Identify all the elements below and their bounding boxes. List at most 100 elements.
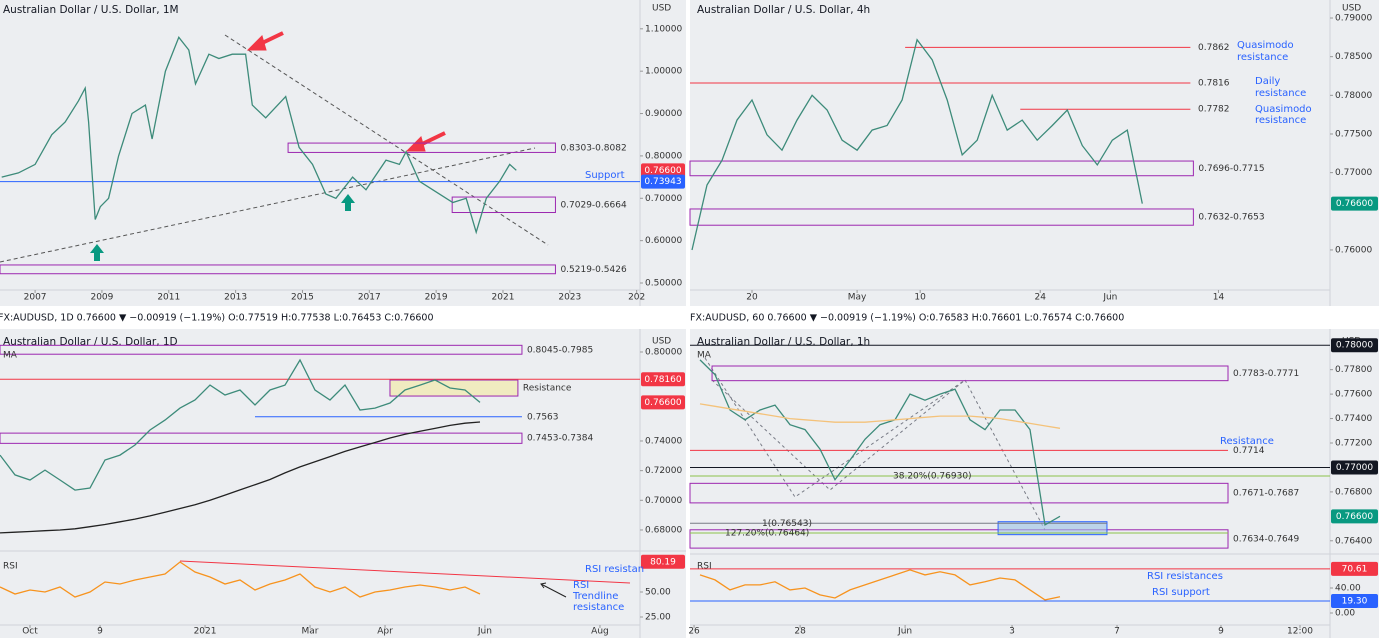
- axis-unit: USD: [1342, 4, 1361, 14]
- y-tick-label: 0.80000: [645, 151, 682, 161]
- y-tick-label: 0.77800: [1335, 365, 1372, 375]
- chart-title: Australian Dollar / U.S. Dollar, 1D: [3, 336, 178, 348]
- indicator-line: [699, 569, 1061, 601]
- price-tag: [641, 163, 685, 178]
- level-label: 1(0.76543): [762, 519, 812, 529]
- x-tick-label: 2013: [224, 293, 247, 303]
- y-tick-label: 0.77600: [1335, 390, 1372, 400]
- annotation: Support: [585, 170, 625, 181]
- x-tick-label: Apr: [377, 627, 393, 637]
- x-tick-label: 2009: [90, 293, 113, 303]
- chart-title: Australian Dollar / U.S. Dollar, 1h: [697, 336, 870, 348]
- price-tag-label: 0.76600: [644, 398, 681, 408]
- zone: [997, 521, 1108, 536]
- x-tick-label: 26: [688, 627, 700, 637]
- zone-label: 0.8303-0.8082: [560, 143, 626, 153]
- panel-background: [690, 0, 1379, 306]
- y-tick-label: 0.68000: [645, 525, 682, 535]
- red-arrow: [246, 31, 284, 51]
- y-tick-label: 1.10000: [645, 24, 682, 34]
- x-tick-label: 24: [1035, 293, 1047, 303]
- zone: [711, 365, 1229, 382]
- indicator-name: MA: [697, 351, 712, 361]
- y-tick-label: 0.76400: [1335, 536, 1372, 546]
- y-tick-label: 0.50000: [645, 279, 682, 289]
- price-tag-label: 0.78160: [644, 375, 681, 385]
- price-line: [691, 38, 1143, 251]
- x-tick-label: 10: [914, 293, 926, 303]
- price-tag: [1331, 593, 1378, 608]
- x-tick-label: 2015: [291, 293, 314, 303]
- y-tick-label: 0.70000: [645, 194, 682, 204]
- indicator-name: RSI: [697, 562, 712, 572]
- trendline: [224, 34, 549, 246]
- indicator-line: [699, 403, 1061, 429]
- x-tick-label: 3: [1009, 627, 1015, 637]
- zone: [0, 264, 556, 275]
- annotation: RSI support: [1152, 587, 1210, 598]
- price-line: [0, 358, 481, 491]
- annotation: RSI resistan: [585, 564, 644, 575]
- x-tick-label: 9: [97, 627, 103, 637]
- axis-unit: USD: [652, 4, 671, 14]
- x-tick-label: 7: [1114, 627, 1120, 637]
- annotation: RSI resistances: [1147, 571, 1223, 582]
- zone-label: 0.7632-0.7653: [1198, 213, 1264, 223]
- trendline: [0, 147, 536, 263]
- zone-label: 0.7783-0.7771: [1233, 369, 1299, 379]
- y-tick-label: 0.76000: [1335, 245, 1372, 255]
- annotation: Resistance: [1220, 436, 1274, 447]
- zone-label: 0.7634-0.7649: [1233, 534, 1300, 544]
- zone: [0, 432, 523, 444]
- annotation: RSI: [573, 580, 589, 591]
- x-tick-label: 202: [628, 293, 645, 303]
- price-tag: [1331, 561, 1378, 576]
- zone: [689, 160, 1194, 177]
- x-tick-label: 14: [1213, 293, 1225, 303]
- panel-background: [0, 329, 686, 638]
- green-arrow: [341, 194, 355, 211]
- x-tick-label: 28: [794, 627, 806, 637]
- x-tick-label: 2021: [492, 293, 515, 303]
- rsi-trendline: [179, 560, 631, 584]
- y-tick-label: 0.80000: [645, 347, 682, 357]
- y-tick-label: 0.78000: [1335, 91, 1372, 101]
- y2-tick-label: 50.00: [645, 588, 671, 598]
- zone-label: 0.7029-0.6664: [560, 200, 627, 210]
- indicator-line: [0, 421, 481, 534]
- price-tag-label: 80.19: [650, 557, 676, 567]
- y-tick-label: 0.77400: [1335, 414, 1372, 424]
- x-tick-label: Aug: [591, 627, 609, 637]
- price-tag-label: 0.77000: [1336, 463, 1373, 473]
- zone-label: 0.8045-0.7985: [527, 345, 593, 355]
- level-label: 0.7816: [1198, 78, 1230, 88]
- price-tag: [641, 372, 685, 387]
- x-tick-label: 12:00: [1287, 627, 1313, 637]
- y-tick-label: 0.76800: [1335, 487, 1372, 497]
- x-tick-label: Mar: [302, 627, 319, 637]
- annotation: resistance: [1237, 52, 1288, 63]
- indicator-line: [0, 561, 481, 598]
- price-tag: [1331, 338, 1378, 353]
- red-arrow: [405, 131, 446, 152]
- green-arrow: [90, 244, 104, 261]
- y2-tick-label: 25.00: [645, 613, 671, 623]
- indicator-name: MA: [3, 351, 18, 361]
- zone-label: 0.7696-0.7715: [1198, 164, 1264, 174]
- x-tick-label: Jun: [477, 627, 492, 637]
- x-tick-label: 2007: [24, 293, 47, 303]
- x-tick-label: 2011: [157, 293, 180, 303]
- y-tick-label: 0.70000: [645, 496, 682, 506]
- x-tick-label: 20: [746, 293, 758, 303]
- y-tick-label: 0.72000: [645, 466, 682, 476]
- zone-label: 0.7671-0.7687: [1233, 489, 1299, 499]
- price-tag-label: 19.30: [1342, 596, 1368, 606]
- price-tag: [1331, 509, 1378, 524]
- zone: [689, 482, 1229, 504]
- zone: [0, 344, 523, 355]
- symbol-status: FX:AUDUSD, 60 0.76600 ▼ −0.00919 (−1.19%…: [690, 313, 1124, 324]
- x-tick-label: Oct: [22, 627, 38, 637]
- zone: [689, 208, 1194, 226]
- price-tag-label: 70.61: [1342, 564, 1368, 574]
- y-tick-label: 0.60000: [645, 236, 682, 246]
